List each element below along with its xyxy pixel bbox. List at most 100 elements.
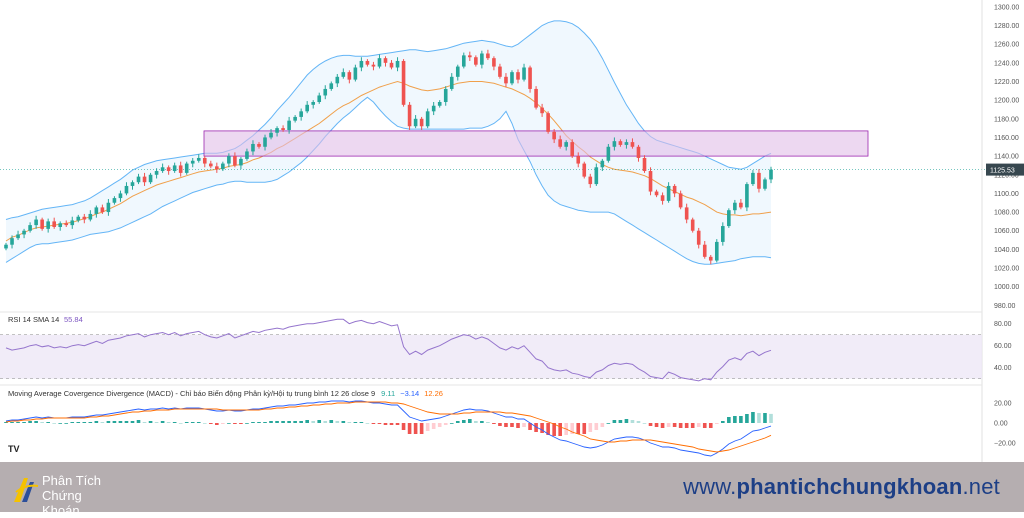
candle-body — [34, 219, 38, 226]
candle — [522, 63, 526, 82]
candle — [678, 190, 683, 210]
macd-histogram-bar — [317, 420, 322, 423]
candle — [118, 190, 123, 202]
candle — [757, 169, 761, 193]
candle-body — [184, 163, 189, 173]
candle — [660, 192, 665, 205]
candle — [329, 81, 334, 91]
rsi-band — [0, 334, 982, 379]
candle-body — [672, 185, 677, 194]
candle-body — [323, 88, 328, 96]
macd-histogram-bar — [94, 421, 99, 423]
bollinger-upper-line — [5, 20, 772, 220]
candle — [359, 57, 364, 72]
candle-body — [528, 67, 532, 89]
candle — [190, 157, 195, 168]
macd-histogram-bar — [455, 421, 460, 423]
candle — [474, 55, 478, 67]
macd-histogram-bar — [558, 423, 562, 436]
macd-histogram-bar — [112, 421, 117, 423]
website-suffix: .net — [962, 474, 1000, 499]
candle-body — [311, 102, 316, 105]
candle-body — [118, 193, 123, 199]
price-tick-label: 1040.00 — [994, 247, 1019, 254]
macd-histogram-bar — [28, 421, 32, 423]
candle-body — [696, 230, 701, 245]
price-tick-label: 1180.00 — [994, 116, 1019, 123]
macd-histogram-bar — [257, 422, 261, 423]
macd-histogram-bar — [227, 423, 231, 424]
macd-histogram-bar — [660, 423, 665, 428]
chart-canvas[interactable]: 980.00 1000.00 1020.00 1040.00 1060.00 1080.0… — [0, 0, 1024, 462]
candle — [558, 135, 562, 149]
macd-value-labels: 9.11 −3.14 12.26 — [381, 389, 443, 398]
macd-histogram-bar — [124, 421, 129, 423]
rsi-line — [5, 318, 772, 382]
last-price-label: 1125.53 — [990, 168, 1015, 175]
candle — [654, 189, 659, 198]
macd-histogram-bar — [582, 423, 587, 434]
candle-body — [52, 221, 56, 227]
price-tick-label: 1100.00 — [994, 191, 1019, 198]
candle-body — [347, 72, 352, 80]
candle-body — [4, 244, 8, 249]
candle — [293, 115, 297, 123]
macd-tick-label: 20.00 — [994, 401, 1012, 408]
candle-body — [618, 141, 623, 145]
candle-body — [395, 60, 400, 68]
macd-panel: 20.00 0.00 −20.00 — [4, 401, 1016, 457]
candle — [323, 85, 328, 100]
candle-body — [245, 151, 249, 159]
website-link[interactable]: www.phantichchungkhoan.net — [683, 474, 1000, 500]
macd-histogram-bar — [329, 420, 334, 423]
candle-body — [130, 182, 135, 186]
macd-histogram-bar — [106, 421, 111, 423]
macd-histogram-bar — [215, 423, 219, 425]
candle — [721, 222, 725, 246]
candle — [594, 163, 599, 186]
candle — [636, 144, 641, 162]
candle-body — [154, 171, 159, 175]
macd-histogram-bar — [190, 422, 195, 423]
macd-histogram-bar — [552, 423, 556, 436]
site-logo[interactable]: Phân Tích Chứng Khoán — [12, 468, 122, 518]
candle-body — [136, 176, 141, 183]
macd-histogram-bar — [46, 422, 50, 423]
candle — [642, 155, 647, 173]
candle — [437, 100, 442, 108]
candle-body — [257, 143, 261, 147]
candle — [166, 165, 171, 175]
candle — [34, 215, 38, 229]
macd-histogram-bar — [696, 423, 701, 427]
candle — [245, 148, 249, 161]
candle — [287, 116, 291, 134]
candle-body — [745, 184, 749, 208]
candle — [154, 168, 159, 179]
candle — [142, 172, 147, 186]
candle-body — [10, 238, 14, 245]
macd-histogram-bar — [10, 422, 14, 423]
candle — [600, 158, 605, 172]
macd-histogram-bar — [576, 423, 581, 434]
candle — [365, 59, 370, 67]
candle — [504, 73, 508, 88]
macd-histogram-bar — [714, 423, 719, 424]
candle — [443, 86, 448, 106]
candle-body — [431, 105, 436, 112]
rsi-tick-label: 40.00 — [994, 365, 1012, 372]
macd-histogram-bar — [468, 419, 472, 423]
candle — [540, 103, 544, 117]
candle-body — [275, 128, 279, 133]
candle-body — [160, 167, 165, 172]
price-tick-label: 980.00 — [994, 303, 1016, 310]
candle — [576, 152, 581, 168]
macd-histogram-bar — [172, 422, 177, 423]
candle-body — [570, 142, 575, 157]
macd-histogram-bar — [383, 423, 388, 425]
candle — [88, 210, 93, 222]
candle — [425, 108, 430, 129]
candle-body — [522, 67, 526, 80]
macd-histogram-bar — [40, 422, 44, 423]
macd-histogram-bar — [245, 423, 249, 424]
candle — [690, 217, 695, 233]
